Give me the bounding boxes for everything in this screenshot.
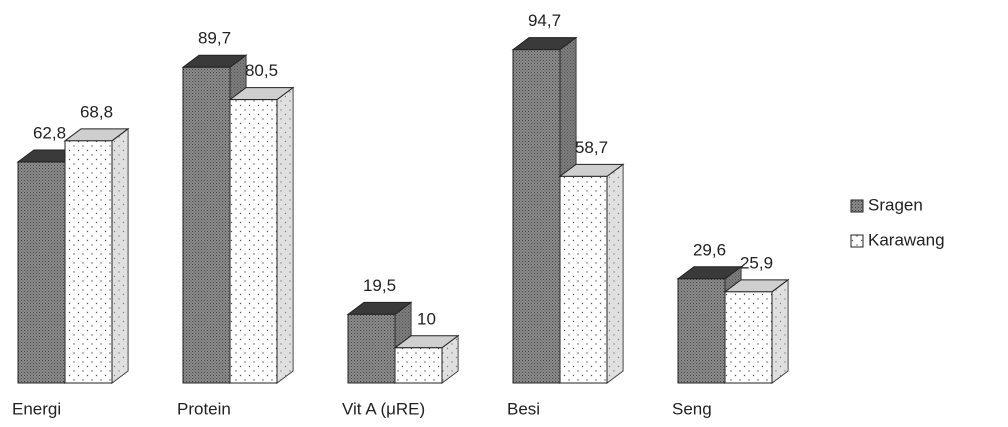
- bar-side-shade: [277, 87, 293, 383]
- bar-front: [559, 175, 608, 384]
- bar-front: [512, 49, 561, 384]
- bar-front: [229, 99, 278, 384]
- bar-front: [17, 161, 66, 384]
- data-label: 80,5: [245, 61, 278, 80]
- bar: [558, 163, 625, 384]
- bar-side-shade: [112, 128, 128, 383]
- legend-swatch: [850, 234, 864, 248]
- data-label: 89,7: [198, 29, 231, 48]
- bar: [723, 278, 790, 384]
- x-tick-label: Energi: [12, 399, 61, 418]
- bar-front: [394, 347, 443, 384]
- bar: [393, 334, 460, 384]
- bar-front: [724, 291, 773, 384]
- bar: [63, 127, 130, 384]
- bar-side-shade: [607, 164, 623, 383]
- legend-label: Karawang: [868, 230, 945, 249]
- data-label: 68,8: [80, 102, 113, 121]
- data-label: 62,8: [33, 123, 66, 142]
- bar-front: [182, 66, 231, 384]
- x-tick-label: Seng: [672, 399, 712, 418]
- bar-front: [64, 140, 113, 384]
- bar-side-shade: [772, 279, 788, 383]
- bar-side-shade: [442, 335, 458, 383]
- data-label: 25,9: [740, 253, 773, 272]
- data-label: 19,5: [363, 276, 396, 295]
- data-label: 94,7: [528, 11, 561, 30]
- x-tick-label: Protein: [177, 399, 231, 418]
- x-tick-label: Vit A (μRE): [342, 399, 425, 418]
- bar-front: [677, 278, 726, 384]
- data-label: 29,6: [693, 240, 726, 259]
- bar: [228, 86, 295, 384]
- bar-front: [347, 313, 396, 384]
- data-label: 10: [417, 309, 436, 328]
- legend-label: Sragen: [868, 195, 923, 214]
- x-tick-label: Besi: [507, 399, 540, 418]
- legend-swatch: [850, 199, 864, 213]
- data-label: 58,7: [575, 138, 608, 157]
